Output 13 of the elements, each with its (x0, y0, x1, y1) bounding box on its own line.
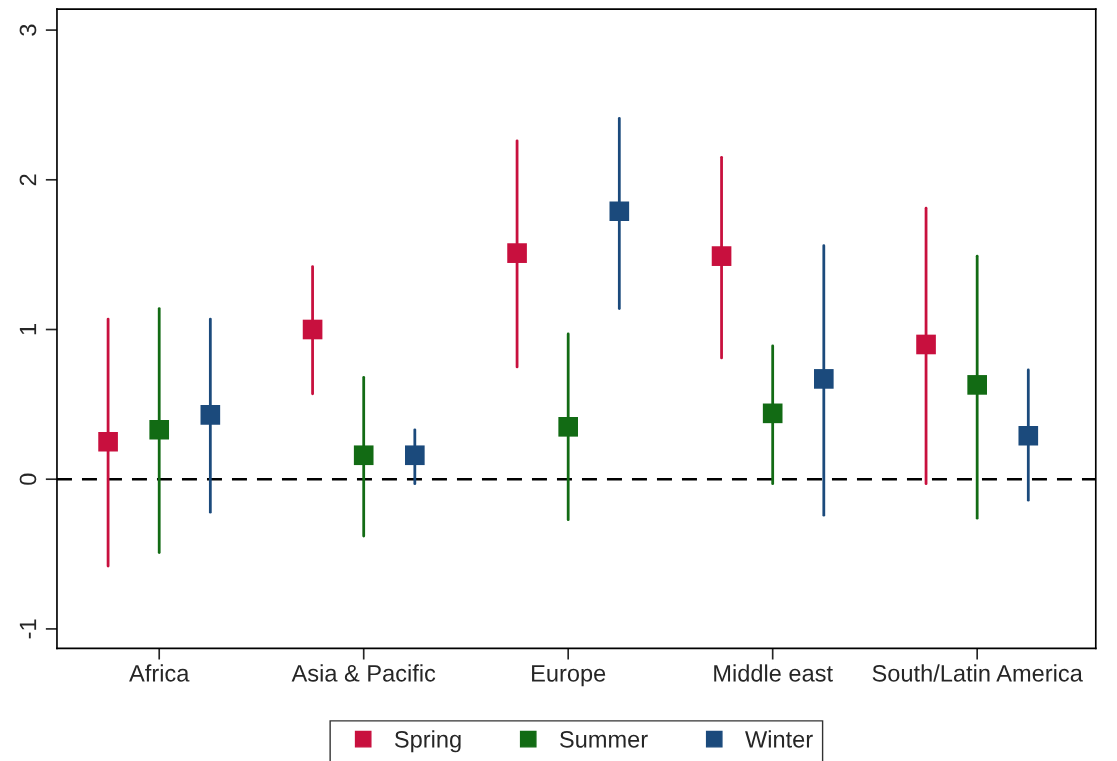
legend-label: Summer (560, 730, 648, 748)
y-tick-label: 0 (19, 473, 37, 485)
y-tick-label: -1 (19, 619, 37, 639)
y-tick-label: 3 (19, 24, 37, 36)
x-tick-label: Middle east (714, 664, 833, 682)
x-tick-label: Africa (129, 664, 190, 682)
x-tick-label: Asia & Pacific (291, 664, 436, 682)
legend-label: Spring (394, 730, 461, 753)
y-tick-label: 1 (19, 324, 37, 335)
x-tick-label: South/Latin America (872, 664, 1083, 682)
legend-label: Winter (745, 730, 813, 748)
x-tick-label: Europe (532, 665, 606, 687)
y-tick-label: 2 (19, 174, 37, 186)
